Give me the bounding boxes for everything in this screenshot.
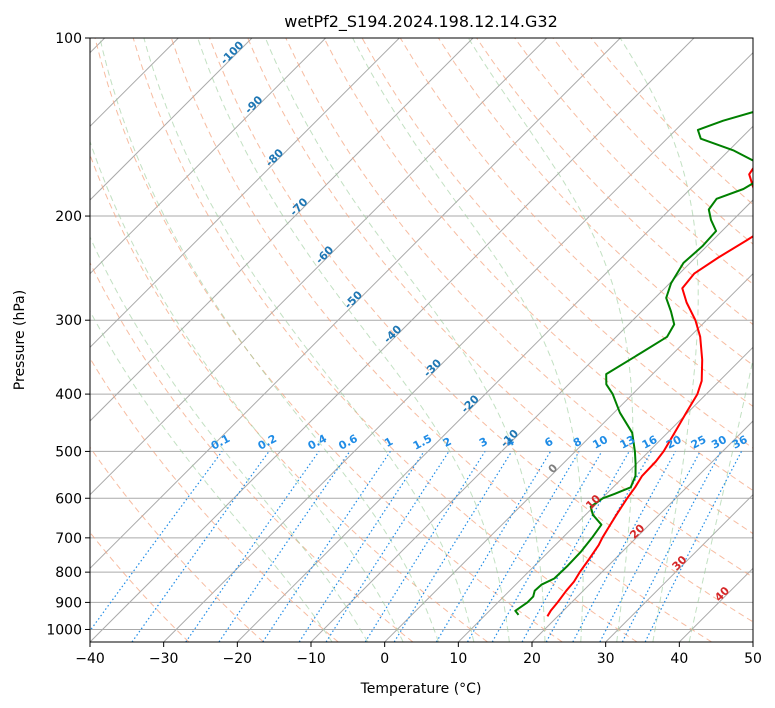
y-tick-label: 600 xyxy=(55,491,82,507)
mixing-ratio-label: 30 xyxy=(709,433,729,452)
isotherm-line xyxy=(236,125,753,642)
mixing-ratio-line xyxy=(185,451,320,642)
y-tick-label: 900 xyxy=(55,595,82,611)
moist-adiabat-line xyxy=(264,38,546,642)
plot-frame xyxy=(89,37,754,643)
y-axis-title: Pressure (hPa) xyxy=(12,290,28,390)
x-tick-label: 20 xyxy=(523,651,541,667)
x-tick-label: −20 xyxy=(223,651,253,667)
isotherm-line xyxy=(384,272,753,642)
chart-title: wetPf2_S194.2024.198.12.14.G32 xyxy=(284,12,558,32)
dry-adiabat-line xyxy=(132,38,638,642)
x-tick-label: 30 xyxy=(597,651,615,667)
y-tick-label: 700 xyxy=(55,531,82,547)
dry-adiabat-line xyxy=(90,357,339,642)
x-tick-label: 40 xyxy=(670,651,688,667)
x-tick-label: 50 xyxy=(744,651,762,667)
isotherm-line xyxy=(531,420,753,642)
isotherm-line xyxy=(605,493,753,642)
y-tick-label: 400 xyxy=(55,387,82,403)
dry-adiabat-line xyxy=(90,261,414,642)
dry-adiabat-line xyxy=(514,38,753,285)
y-tick-label: 200 xyxy=(55,209,82,225)
dry-adiabat-line xyxy=(94,38,563,642)
mixing-ratio-label: 13 xyxy=(618,433,638,452)
moist-adiabat-line xyxy=(90,139,404,642)
grid-layer xyxy=(90,38,753,642)
dry-adiabat-line xyxy=(323,38,753,492)
mixing-ratio-line xyxy=(298,451,425,642)
mixing-ratio-label: 10 xyxy=(590,433,610,452)
isotherm-line xyxy=(90,38,695,642)
y-tick-label: 1000 xyxy=(46,622,82,638)
isotherm-line xyxy=(163,51,753,642)
moist-adiabat-line xyxy=(197,38,510,642)
dry-adiabat-line xyxy=(90,446,264,642)
mixing-ratio-line xyxy=(572,451,677,642)
y-tick-label: 300 xyxy=(55,313,82,329)
moist-adiabat-line xyxy=(143,38,475,642)
x-tick-label: −10 xyxy=(296,651,326,667)
moist-adiabat-line xyxy=(619,38,699,642)
mixing-ratio-label: 36 xyxy=(730,433,750,452)
axis-layer: −40 −30 −20 −10 0 10 20 30 40 50 100 200 300 400 500 60… xyxy=(46,31,762,667)
mixing-ratio-label: 16 xyxy=(640,433,660,452)
dry-adiabat-line xyxy=(209,38,753,623)
mixing-ratio-line xyxy=(218,451,351,642)
mixing-ratio-line xyxy=(131,451,270,642)
mixing-ratio-line xyxy=(521,451,630,642)
dry-adiabat-line xyxy=(285,38,753,535)
isotherm-line xyxy=(90,38,474,422)
y-tick-label: 100 xyxy=(55,31,82,47)
x-tick-label: 10 xyxy=(449,651,467,667)
mixing-ratio-line xyxy=(545,451,652,642)
isotherm-line xyxy=(90,38,548,496)
mixing-ratio-line xyxy=(644,451,743,642)
mixing-ratio-line xyxy=(262,451,391,642)
dewpoint-profile-line xyxy=(514,111,753,616)
mixing-ratio-label: 20 xyxy=(664,433,684,452)
y-tick-label: 800 xyxy=(55,565,82,581)
moist-adiabat-line xyxy=(90,310,333,642)
mixing-ratio-label: 25 xyxy=(689,433,709,452)
moist-adiabat-line xyxy=(688,357,753,642)
x-tick-label: 0 xyxy=(380,651,389,667)
mixing-ratio-line xyxy=(621,451,722,642)
temperature-profile-line xyxy=(546,166,753,617)
y-tick-label: 500 xyxy=(55,444,82,460)
moist-adiabat-line xyxy=(90,235,369,642)
isotherm-line xyxy=(90,38,253,201)
isotherm-line xyxy=(457,346,753,642)
moist-adiabat-line xyxy=(352,38,584,642)
mixing-ratio-line xyxy=(393,451,513,642)
isotherm-line xyxy=(90,38,327,275)
dry-adiabat-line xyxy=(170,38,712,642)
mixing-ratio-line xyxy=(325,451,450,642)
moist-adiabat-line xyxy=(99,38,439,642)
x-tick-label: −30 xyxy=(149,651,179,667)
isotherm-line xyxy=(90,38,621,570)
dry-adiabat-line xyxy=(247,38,753,578)
isotherm-line xyxy=(90,38,400,349)
x-axis-title: Temperature (°C) xyxy=(360,681,482,697)
dry-adiabat-line xyxy=(476,38,753,326)
series-layer xyxy=(514,111,753,617)
mixing-ratio-line xyxy=(90,451,223,632)
x-tick-label: −40 xyxy=(75,651,105,667)
